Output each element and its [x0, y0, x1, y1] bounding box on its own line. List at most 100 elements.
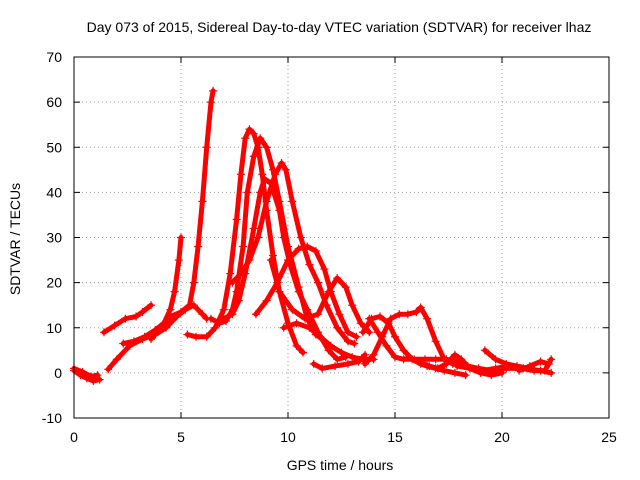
- data-point: [403, 353, 412, 362]
- x-tick-label: 15: [387, 429, 403, 445]
- data-point: [369, 350, 378, 359]
- x-tick-label: 10: [280, 429, 296, 445]
- data-point: [303, 242, 312, 251]
- data-point: [241, 134, 250, 143]
- data-point: [95, 375, 104, 384]
- data-point: [391, 353, 399, 362]
- data-point: [478, 366, 487, 375]
- data-point: [461, 371, 470, 380]
- data-point: [343, 359, 352, 368]
- data-point: [112, 355, 121, 364]
- data-point: [399, 355, 408, 364]
- data-point: [348, 353, 357, 362]
- data-point: [324, 346, 333, 355]
- data-point: [206, 314, 215, 323]
- data-point: [256, 134, 265, 143]
- data-point: [530, 366, 539, 375]
- data-point: [525, 362, 534, 371]
- data-point: [331, 362, 340, 371]
- data-point: [288, 305, 297, 314]
- data-point: [498, 368, 506, 377]
- data-point: [450, 350, 459, 359]
- data-point: [298, 348, 307, 357]
- series-arc-20: [480, 346, 532, 373]
- data-point: [256, 188, 265, 197]
- data-point: [358, 328, 367, 337]
- data-point: [502, 359, 511, 368]
- series-line: [101, 302, 154, 335]
- data-point: [399, 346, 408, 355]
- data-point: [395, 310, 404, 319]
- data-point: [305, 260, 314, 269]
- data-point: [382, 341, 391, 350]
- x-tick-label: 0: [70, 429, 78, 445]
- data-point: [324, 287, 333, 296]
- data-point: [316, 332, 325, 341]
- data-point: [343, 337, 352, 346]
- data-point: [361, 350, 370, 359]
- y-tick-label: -10: [42, 410, 62, 426]
- data-point: [292, 341, 301, 350]
- series-line: [148, 88, 216, 342]
- y-tick-label: 20: [46, 275, 62, 291]
- data-point: [211, 323, 220, 332]
- data-point: [245, 256, 254, 265]
- data-point: [333, 274, 342, 283]
- x-tick-label: 20: [494, 429, 510, 445]
- data-point: [391, 332, 399, 341]
- chart-title: Day 073 of 2015, Sidereal Day-to-day VTE…: [87, 19, 592, 35]
- data-point: [294, 244, 303, 253]
- series-arc-21: [515, 357, 554, 375]
- data-point: [177, 307, 185, 316]
- data-point: [239, 242, 248, 251]
- series-line: [71, 365, 100, 379]
- data-point: [281, 165, 290, 174]
- y-tick-label: 40: [46, 184, 62, 200]
- data-point: [296, 233, 305, 242]
- data-point: [249, 224, 258, 233]
- data-point: [198, 197, 207, 206]
- data-point: [202, 143, 211, 152]
- data-point: [457, 355, 466, 364]
- data-point: [545, 359, 554, 368]
- data-point: [269, 251, 278, 260]
- data-point: [311, 247, 320, 256]
- data-point: [228, 278, 237, 287]
- data-point: [540, 366, 549, 375]
- y-tick-label: 50: [46, 139, 62, 155]
- data-point: [491, 355, 500, 364]
- y-tick-label: 30: [46, 230, 62, 246]
- data-point: [189, 278, 198, 287]
- series-line: [120, 235, 184, 346]
- data-point: [416, 303, 425, 312]
- data-point: [170, 287, 179, 296]
- data-point: [491, 364, 500, 373]
- data-point: [262, 296, 271, 305]
- data-point: [110, 321, 119, 330]
- y-axis-label: SDTVAR / TECUs: [7, 183, 23, 295]
- x-tick-label: 25: [601, 429, 617, 445]
- data-point: [320, 265, 329, 274]
- data-point: [373, 328, 382, 337]
- data-point: [294, 287, 303, 296]
- data-point: [303, 305, 312, 314]
- data-point: [140, 332, 149, 341]
- data-point: [512, 362, 521, 371]
- axes: 0 5 10 15 20 25 -10 0 10 20 30 40 50 60 70: [42, 49, 617, 445]
- y-tick-label: 0: [54, 365, 62, 381]
- data-point: [284, 256, 292, 265]
- data-point: [335, 310, 344, 319]
- data-point: [292, 319, 301, 328]
- data-point: [414, 357, 423, 366]
- data-series: [70, 86, 556, 385]
- data-point: [423, 314, 432, 323]
- data-point: [412, 307, 421, 316]
- data-point: [279, 233, 288, 242]
- data-point: [174, 256, 183, 265]
- data-point: [288, 197, 297, 206]
- data-point: [333, 323, 342, 332]
- data-point: [236, 170, 245, 179]
- data-point: [386, 314, 395, 323]
- data-point: [209, 86, 218, 95]
- data-point: [431, 337, 440, 346]
